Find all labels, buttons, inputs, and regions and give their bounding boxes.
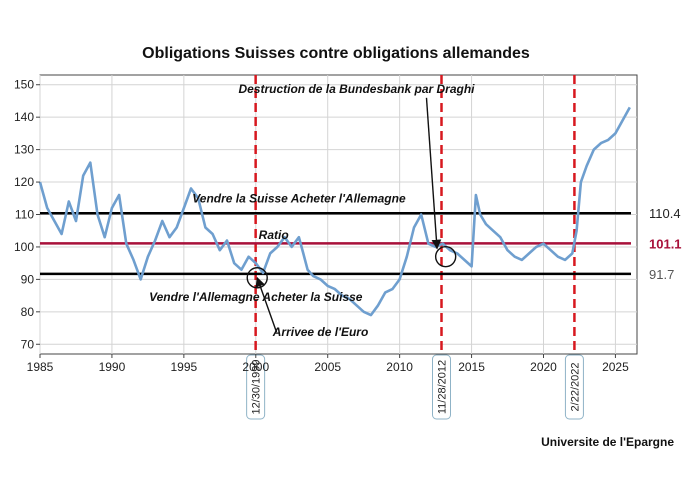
event-date-label: 2/22/2022: [569, 363, 581, 412]
highlight-circle: [434, 245, 457, 268]
annotation-text: Destruction de la Bundesbank par Draghi: [238, 82, 475, 96]
series-layer: Ratio: [38, 106, 631, 317]
ratio-series-line: [38, 106, 631, 317]
x-tick-label: 2025: [602, 360, 629, 374]
event-date-badge: 11/28/2012: [432, 354, 452, 420]
annotations: Vendre la Suisse Acheter l'Allemagne Vend…: [149, 82, 475, 339]
annotation-text: Vendre l'Allemagne Acheter la Suisse: [149, 290, 363, 304]
x-tick-label: 1985: [27, 360, 54, 374]
x-tick-label: 2005: [314, 360, 341, 374]
y-tick-label: 140: [14, 110, 34, 124]
y-tick-label: 70: [21, 337, 35, 351]
x-tick-label: 1990: [99, 360, 126, 374]
series-label: Ratio: [259, 228, 289, 242]
highlight-circle: [246, 267, 268, 289]
y-tick-label: 80: [21, 305, 35, 319]
annotation-arrow: [425, 97, 442, 250]
y-tick-label: 90: [21, 272, 35, 286]
axis-ticks: 70 80 90 100 110 120 130 140 150 1985 1990 1995 2000…: [14, 78, 629, 374]
annotation-arrow: [255, 276, 278, 333]
grid-layer: [39, 75, 637, 354]
x-tick-label: 2020: [530, 360, 557, 374]
x-tick-label: 2010: [386, 360, 413, 374]
event-date-box: [564, 354, 584, 420]
source-label: Universite de l'Epargne: [541, 435, 674, 449]
chart-title: Obligations Suisses contre obligations a…: [142, 45, 530, 62]
x-tick-label: 2015: [458, 360, 485, 374]
annotation-text: Arrivee de l'Euro: [272, 325, 369, 339]
y-tick-label: 150: [14, 78, 34, 92]
event-date-badge: 2/22/2022: [564, 354, 584, 420]
level-label: 110.4: [649, 206, 681, 221]
y-tick-label: 110: [15, 208, 34, 222]
event-lines: 12/30/1999 11/28/2012 2/22/2022: [246, 75, 584, 420]
y-tick-label: 120: [14, 175, 34, 189]
y-tick-label: 100: [14, 240, 34, 254]
level-label: 91.7: [649, 267, 674, 282]
annotation-text: Vendre la Suisse Acheter l'Allemagne: [192, 191, 406, 205]
x-tick-label: 1995: [171, 360, 198, 374]
event-date-label: 12/30/1999: [251, 359, 263, 414]
event-date-badge: 12/30/1999: [246, 354, 266, 420]
level-label: 101.1: [649, 236, 682, 251]
event-date-label: 11/28/2012: [437, 360, 449, 414]
event-date-box: [432, 354, 452, 420]
y-tick-label: 130: [14, 143, 34, 157]
x-tick-label: 2000: [242, 360, 269, 374]
